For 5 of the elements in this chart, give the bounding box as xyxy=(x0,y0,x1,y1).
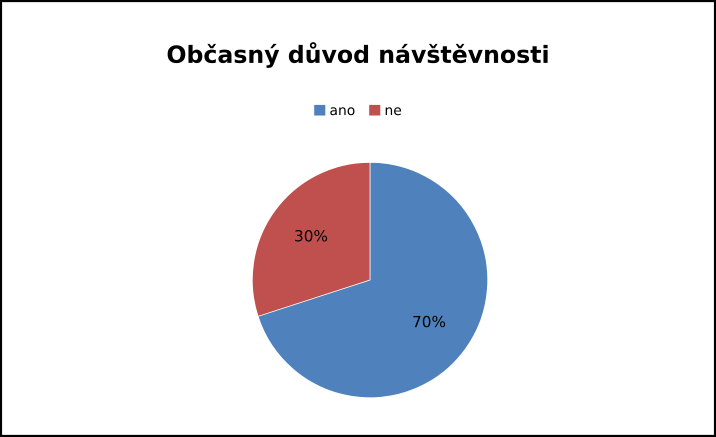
legend-label: ano xyxy=(330,107,355,116)
data-label: 70% xyxy=(413,316,446,328)
legend-label: ne xyxy=(386,107,402,116)
data-label: 30% xyxy=(295,230,328,242)
chart-title: Občasný důvod návštěvnosti xyxy=(168,42,548,68)
